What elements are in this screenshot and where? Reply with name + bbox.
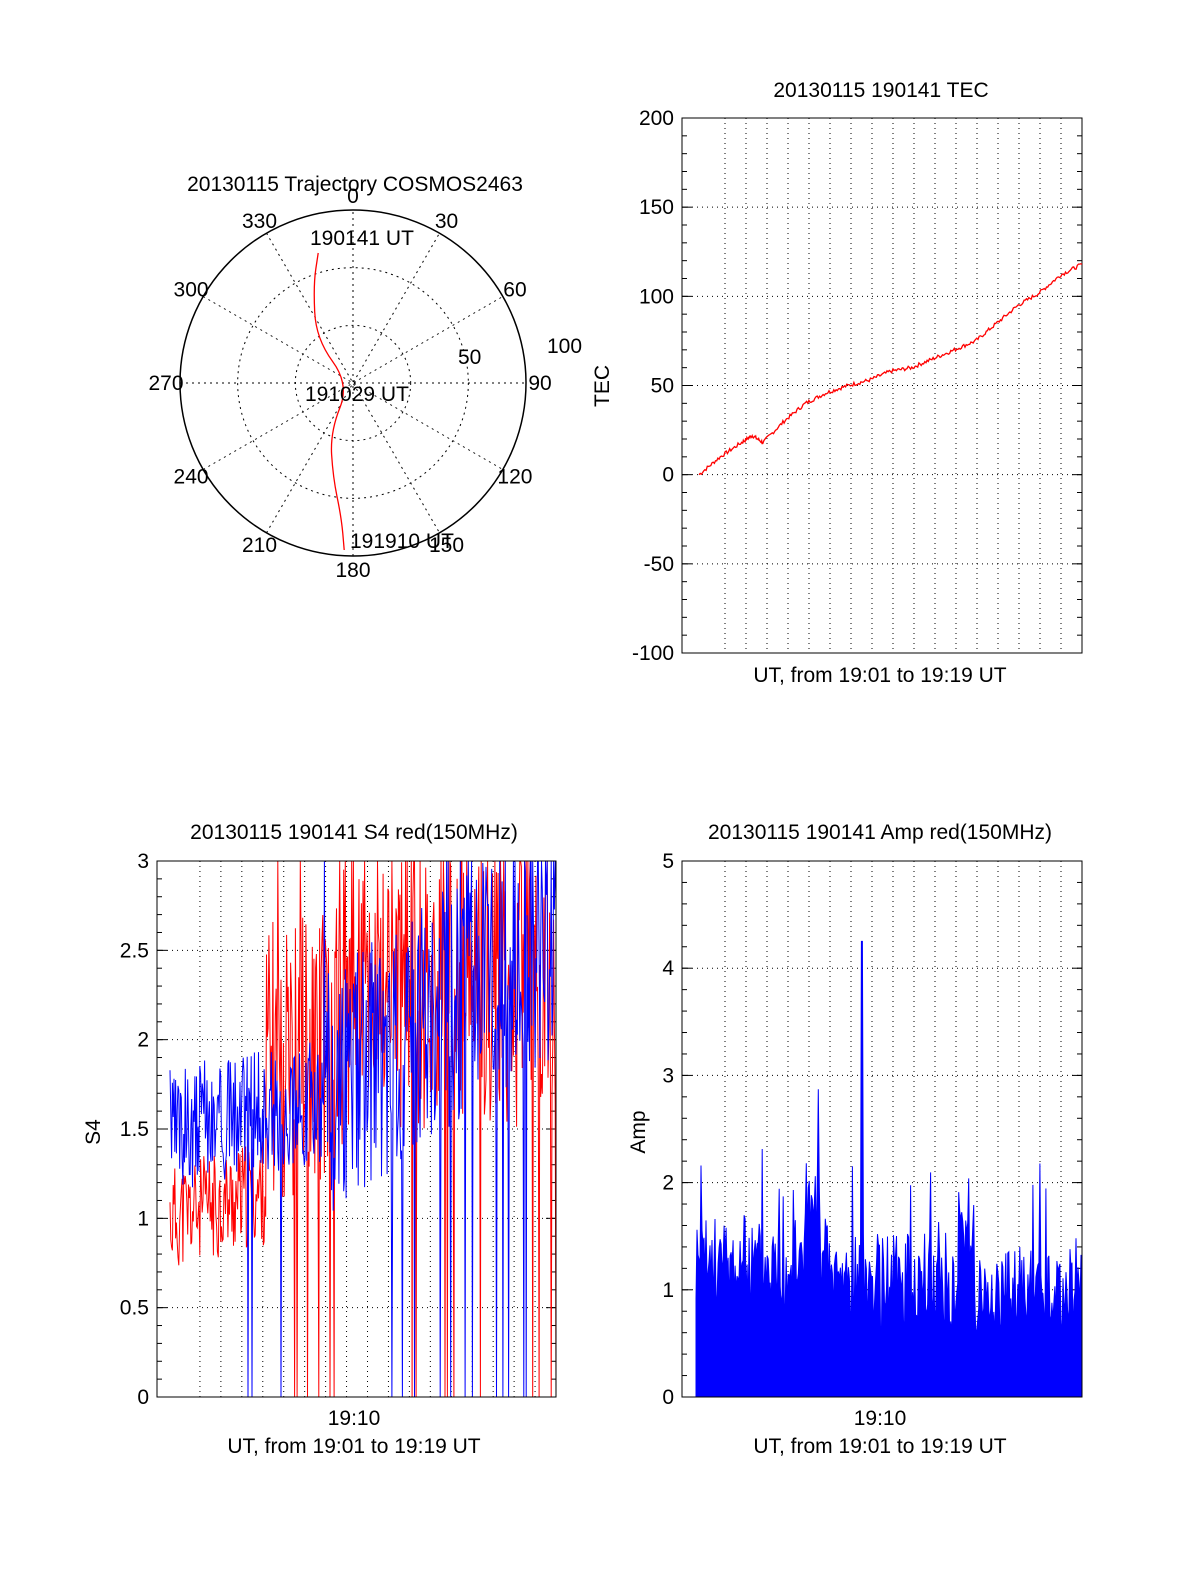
s4-red-series <box>169 860 557 1398</box>
polar-spoke-60 <box>202 296 504 470</box>
trajectory-mid-label: 191029 UT <box>305 383 409 406</box>
tec-panel: 20130115 190141 TEC 200150100500-50-100 … <box>591 79 1083 687</box>
y-tick-label-150: 150 <box>639 196 674 219</box>
azimuth-label-30: 30 <box>435 210 458 233</box>
trajectory-line <box>313 252 345 551</box>
amp-title: 20130115 190141 Amp red(150MHz) <box>708 821 1052 844</box>
s4-x-tick-label: 19:10 <box>328 1407 381 1430</box>
y-tick-label-2: 2 <box>662 1172 674 1195</box>
azimuth-label-120: 120 <box>497 466 532 489</box>
azimuth-label-330: 330 <box>242 210 277 233</box>
s4-y-axis-label: S4 <box>82 1119 105 1145</box>
y-tick-label--50: -50 <box>644 553 674 576</box>
y-tick-label-0: 0 <box>662 464 674 487</box>
polar-trajectory-panel: 20130115 Trajectory COSMOS2463 0 30 60 90 12… <box>148 173 582 582</box>
polar-title: 20130115 Trajectory COSMOS2463 <box>187 173 523 196</box>
y-tick-label-200: 200 <box>639 107 674 130</box>
elevation-label-100: 100 <box>547 335 582 358</box>
tec-x-axis-label: UT, from 19:01 to 19:19 UT <box>753 664 1006 687</box>
y-tick-label--100: -100 <box>632 642 674 665</box>
y-tick-label-0.5: 0.5 <box>120 1297 149 1320</box>
s4-plot-frame <box>156 860 557 1398</box>
y-tick-label-1: 1 <box>137 1207 149 1230</box>
polar-spoke-30 <box>266 232 440 534</box>
amp-series <box>695 940 1083 1398</box>
azimuth-label-0: 0 <box>347 185 359 208</box>
amp-x-axis-label: UT, from 19:01 to 19:19 UT <box>753 1435 1006 1458</box>
azimuth-label-150: 150 <box>429 534 464 557</box>
tec-grid <box>682 117 1082 654</box>
s4-panel: 20130115 190141 S4 red(150MHz) 3 2.5 2 1.5 1… <box>82 821 557 1458</box>
azimuth-label-90: 90 <box>528 372 551 395</box>
s4-blue-line <box>169 860 557 1398</box>
elevation-label-50: 50 <box>458 346 481 369</box>
azimuth-label-240: 240 <box>174 466 209 489</box>
azimuth-label-60: 60 <box>503 279 526 302</box>
amp-plot-frame <box>681 860 1083 1398</box>
y-tick-label-1.5: 1.5 <box>120 1118 149 1141</box>
polar-azimuth-labels: 0 30 60 90 120 150 180 210 240 270 300 330 <box>148 185 551 582</box>
azimuth-label-210: 210 <box>242 534 277 557</box>
polar-spoke-120 <box>202 296 504 470</box>
s4-red-line <box>169 860 557 1398</box>
amp-y-tick-labels: 5 4 3 2 1 0 <box>662 850 674 1409</box>
amp-y-axis-label: Amp <box>627 1110 650 1153</box>
trajectory-end-label: 191910 UT <box>350 530 454 553</box>
y-tick-label-100: 100 <box>639 285 674 308</box>
azimuth-label-180: 180 <box>335 559 370 582</box>
tec-series-line <box>698 263 1083 476</box>
tec-y-axis-label: TEC <box>591 365 614 407</box>
y-tick-label-4: 4 <box>662 957 674 980</box>
trajectory-start-label: 190141 UT <box>310 227 414 250</box>
tec-title: 20130115 190141 TEC <box>773 79 988 102</box>
y-tick-label-0: 0 <box>662 1386 674 1409</box>
tec-y-tick-labels: 200 150 100 50 0 -50 -100 <box>632 107 674 665</box>
s4-x-axis-label: UT, from 19:01 to 19:19 UT <box>227 1435 480 1458</box>
polar-spoke-150 <box>266 232 440 534</box>
y-tick-label-1: 1 <box>662 1279 674 1302</box>
s4-y-tick-labels: 3 2.5 2 1.5 1 0.5 0 <box>120 850 149 1409</box>
s4-title: 20130115 190141 S4 red(150MHz) <box>190 821 518 844</box>
y-tick-label-3: 3 <box>137 850 149 873</box>
tec-plot-frame <box>681 117 1083 654</box>
y-tick-label-2: 2 <box>137 1029 149 1052</box>
y-tick-label-0: 0 <box>137 1386 149 1409</box>
s4-blue-series <box>169 860 557 1398</box>
y-tick-label-50: 50 <box>651 375 674 398</box>
amp-panel: 20130115 190141 Amp red(150MHz) 5 4 3 2 1 0 1… <box>627 821 1083 1458</box>
amp-area <box>695 940 1083 1398</box>
y-tick-label-3: 3 <box>662 1064 674 1087</box>
azimuth-label-300: 300 <box>174 279 209 302</box>
polar-grid <box>179 209 527 557</box>
y-tick-label-5: 5 <box>662 850 674 873</box>
azimuth-label-270: 270 <box>148 372 183 395</box>
amp-x-tick-label: 19:10 <box>854 1407 907 1430</box>
y-tick-label-2.5: 2.5 <box>120 939 149 962</box>
